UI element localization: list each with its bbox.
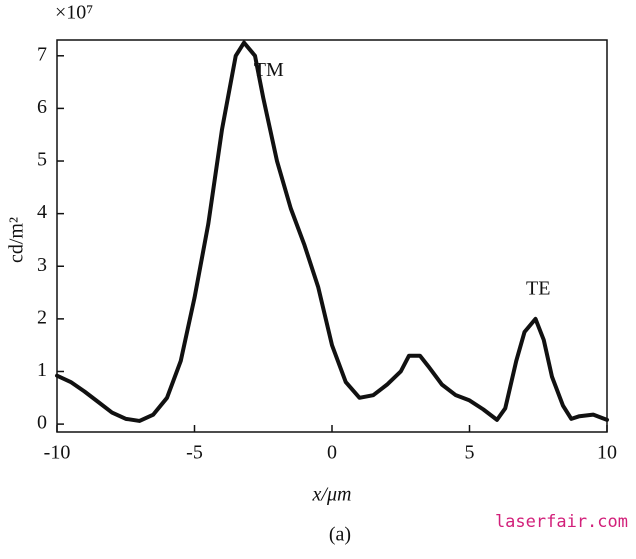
x-tick-label: 5 <box>465 442 475 464</box>
y-tick-label: 2 <box>37 306 47 328</box>
y-axis-label: cd/m² <box>6 217 28 263</box>
y-tick-label: 7 <box>37 43 47 65</box>
y-tick-label: 6 <box>37 96 47 118</box>
data-line <box>55 40 609 423</box>
x-tick-label: 0 <box>327 442 337 464</box>
y-tick-label: 5 <box>37 149 47 171</box>
x-tick-label: 10 <box>597 442 617 464</box>
exponent-label: ×10⁷ <box>55 2 93 24</box>
annotation: TM <box>254 59 284 81</box>
y-tick-label: 0 <box>37 412 47 434</box>
plot-frame <box>56 39 608 433</box>
watermark: laserfair.com <box>495 512 628 532</box>
x-tick-label: -5 <box>186 442 203 464</box>
y-tick-label: 1 <box>37 359 47 381</box>
y-tick-label: 3 <box>37 254 47 276</box>
annotation: TE <box>526 278 550 300</box>
y-tick-label: 4 <box>37 201 47 223</box>
x-tick-label: -10 <box>44 442 71 464</box>
x-axis-label: x/μm <box>312 484 352 506</box>
caption: (a) <box>329 524 351 546</box>
